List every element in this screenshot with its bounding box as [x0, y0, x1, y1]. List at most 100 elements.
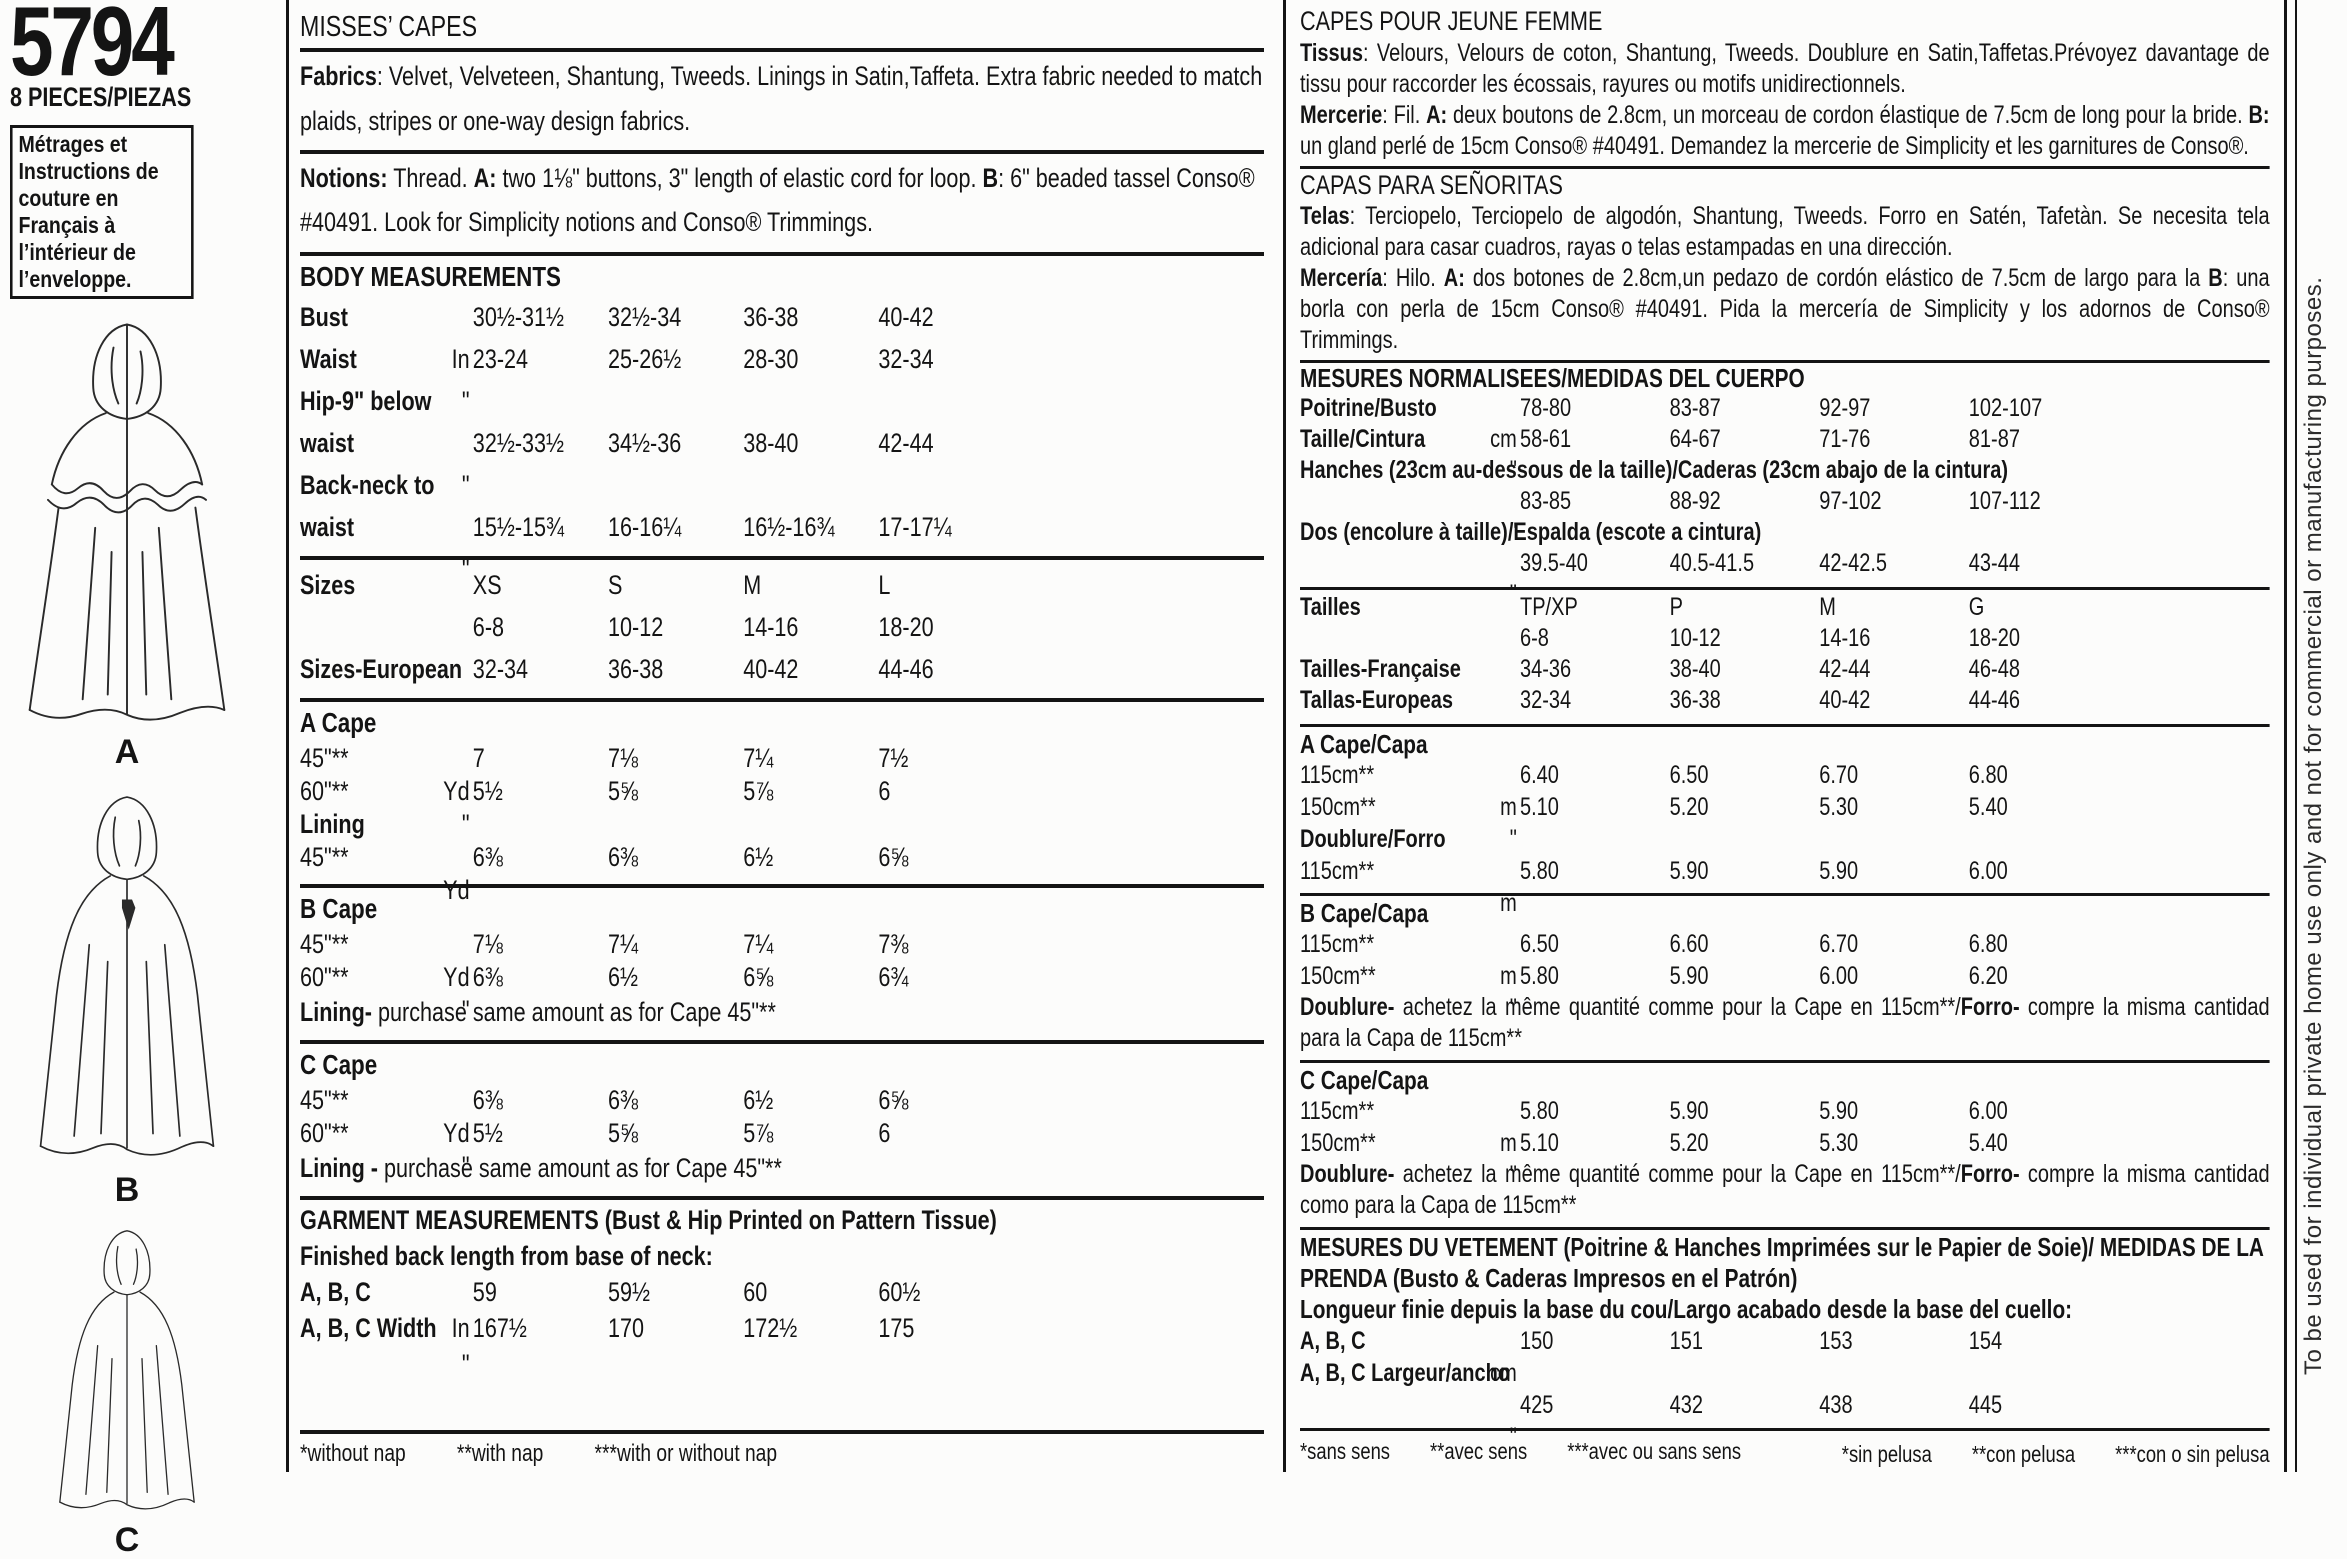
- unit-cell: ": [461, 470, 470, 500]
- table-row: 6-8 10-12 14-16 18-20: [1300, 623, 2270, 654]
- row-label: A, B, C: [1300, 1327, 1366, 1355]
- row-label: A, B, C: [300, 1277, 371, 1307]
- value-cell: 5.90: [1669, 962, 1709, 990]
- text-segment: A:: [473, 163, 497, 193]
- value-cell: 150: [1520, 1327, 1554, 1355]
- text-segment: Mercería: [1300, 264, 1383, 292]
- value-cell: 40-42: [878, 302, 934, 332]
- table-row: Tailles-Française 34-36 38-40 42-44 46-48: [1300, 654, 2270, 685]
- value-cell: 154: [1968, 1327, 2003, 1355]
- garment-measurements-table: A, B, C 59 59½ 60 60½ In A, B, C Width 167½ 170 1…: [300, 1274, 1264, 1379]
- value-cell: 32½-33½: [472, 428, 565, 458]
- value-cell: L: [878, 570, 891, 600]
- value-cell: 43-44: [1968, 549, 2020, 577]
- footnote: *sans sens: [1300, 1438, 1391, 1464]
- fabrics-paragraph: Fabrics: Velvet, Velveteen, Shantung, Tw…: [300, 54, 1264, 144]
- value-cell: 17-17¼: [878, 512, 952, 542]
- row-label: A, B, C Largeur/ancho: [1300, 1359, 1511, 1387]
- value-cell: 42-44: [1819, 655, 1871, 683]
- value-cell: 7¼: [743, 929, 774, 959]
- value-cell: 10-12: [608, 612, 664, 642]
- table-row: 115cm** 6.50 6.60 6.70 6.80 m: [1300, 928, 2270, 990]
- mercerie-paragraph: Mercerie: Fil. A: deux boutons de 2.8cm,…: [1300, 100, 2270, 162]
- value-cell: 6-8: [472, 612, 505, 642]
- row-label: Sizes-European: [300, 654, 463, 684]
- row-label: 45"**: [300, 743, 349, 773]
- value-cell: 88-92: [1669, 487, 1721, 515]
- spanish-footnotes: *sin pelusa **con pelusa ***con o sin pe…: [1842, 1434, 2270, 1474]
- value-cell: 40.5-41.5: [1669, 549, 1755, 577]
- cape-a-table: 45"** 7 7⅛ 7¼ 7½ Yd 60"** 5½ 5⅝ 5⅞ 6 " Lining 45"** 6⅜…: [300, 742, 1264, 905]
- value-cell: 6⅜: [608, 842, 639, 872]
- value-cell: 34½-36: [608, 428, 682, 458]
- pattern-number: 5794: [10, 0, 175, 96]
- table-row: 150cm** 5.10 5.20 5.30 5.40 ": [1300, 1127, 2270, 1189]
- table-note: Doublure- achetez la même quantité comme…: [1300, 992, 2270, 1054]
- table-row: Bust 30½-31½ 32½-34 36-38 40-42 In: [300, 296, 1264, 374]
- text-segment: Doublure-: [1300, 1160, 1395, 1188]
- row-label: 60"**: [300, 962, 349, 992]
- value-cell: 81-87: [1968, 425, 2020, 453]
- table-row: 150cm** 5.10 5.20 5.30 5.40 ": [1300, 791, 2270, 853]
- value-cell: 6.60: [1669, 930, 1709, 958]
- value-cell: 5.20: [1669, 793, 1709, 821]
- value-cell: 5.10: [1520, 793, 1559, 821]
- pieces-count: 8 PIECES/PIEZAS: [10, 82, 192, 112]
- section-rule: [1300, 587, 2270, 590]
- value-cell: 36-38: [608, 654, 664, 684]
- section-rule: [1300, 360, 2270, 363]
- row-label: 45"**: [300, 1085, 349, 1115]
- value-cell: 6.00: [1968, 1097, 2008, 1125]
- value-cell: 6: [878, 776, 891, 806]
- cape-c-drawing: [59, 1230, 195, 1510]
- footnote: **con pelusa: [1971, 1441, 2076, 1467]
- value-cell: 5⅞: [743, 776, 774, 806]
- footnote: *without nap: [300, 1440, 406, 1467]
- footnote: ***avec ou sans sens: [1567, 1438, 1742, 1464]
- value-cell: 6.00: [1968, 857, 2008, 885]
- text-segment: achetez la même quantité comme pour la C…: [1394, 993, 1961, 1021]
- garment-measurements-subtitle: Finished back length from base of neck:: [300, 1241, 713, 1271]
- table-subheading: Dos (encolure à taille)/Espalda (escote …: [1300, 518, 1762, 546]
- table-row: Lining: [300, 808, 1264, 841]
- value-cell: 6.20: [1968, 962, 2008, 990]
- fr-es-footer: *sans sens **avec sens ***avec ou sans s…: [1300, 1428, 2270, 1471]
- unit-cell: ": [1509, 456, 1517, 484]
- text-segment: Tissus: [1300, 39, 1363, 67]
- text-segment: two 1⅛" buttons, 3" length of elastic co…: [496, 163, 983, 193]
- text-segment: purchase same amount as for Cape 45"**: [371, 997, 776, 1027]
- section-rule: [1300, 893, 2270, 896]
- unit-cell: In: [451, 344, 470, 374]
- cape-c-table: 45"** 6⅜ 6⅜ 6½ 6⅝ Yd 60"** 5½ 5⅝ 5⅞ 6 " Lining - pur…: [300, 1084, 1264, 1186]
- unit-cell: Yd: [443, 1118, 470, 1148]
- value-cell: 6.50: [1520, 930, 1559, 958]
- value-cell: 6.40: [1520, 761, 1559, 789]
- table-note: Lining- purchase same amount as for Cape…: [300, 994, 1264, 1030]
- body-measurements-table: Bust 30½-31½ 32½-34 36-38 40-42 In Waist 23-24 2…: [300, 296, 1264, 584]
- value-cell: M: [743, 570, 762, 600]
- value-cell: 46-48: [1968, 655, 2020, 683]
- value-cell: 5.90: [1819, 1097, 1859, 1125]
- value-cell: 5.80: [1520, 962, 1559, 990]
- value-cell: XS: [472, 570, 502, 600]
- table-row: 60"** 5½ 5⅝ 5⅞ 6 ": [300, 1117, 1264, 1181]
- value-cell: P: [1669, 593, 1683, 621]
- row-label: 45"**: [300, 842, 349, 872]
- value-cell: 36-38: [743, 302, 799, 332]
- value-cell: 175: [878, 1313, 915, 1343]
- value-cell: 36-38: [1669, 686, 1721, 714]
- text-segment: B:: [2248, 101, 2270, 129]
- value-cell: 44-46: [878, 654, 934, 684]
- table-row: Sizes XS S M L: [300, 564, 1264, 606]
- value-cell: 42-44: [878, 428, 934, 458]
- value-cell: 18-20: [1968, 624, 2020, 652]
- home-use-notice: To be used for individual private home u…: [2300, 276, 2327, 1375]
- table-row: 45"** 7 7⅛ 7¼ 7½ Yd: [300, 742, 1264, 806]
- text-segment: Lining-: [300, 997, 372, 1027]
- table-row: Back-neck to waist: [300, 464, 1264, 542]
- value-cell: 7: [472, 743, 485, 773]
- fr-cape-b-title: B Cape/Capa: [1300, 898, 1429, 928]
- french-title: CAPES POUR JEUNE FEMME: [1300, 6, 1603, 36]
- text-segment: : Velvet, Velveteen, Shantung, Tweeds. L…: [300, 61, 1263, 136]
- row-label: Taille/Cintura: [1300, 425, 1426, 453]
